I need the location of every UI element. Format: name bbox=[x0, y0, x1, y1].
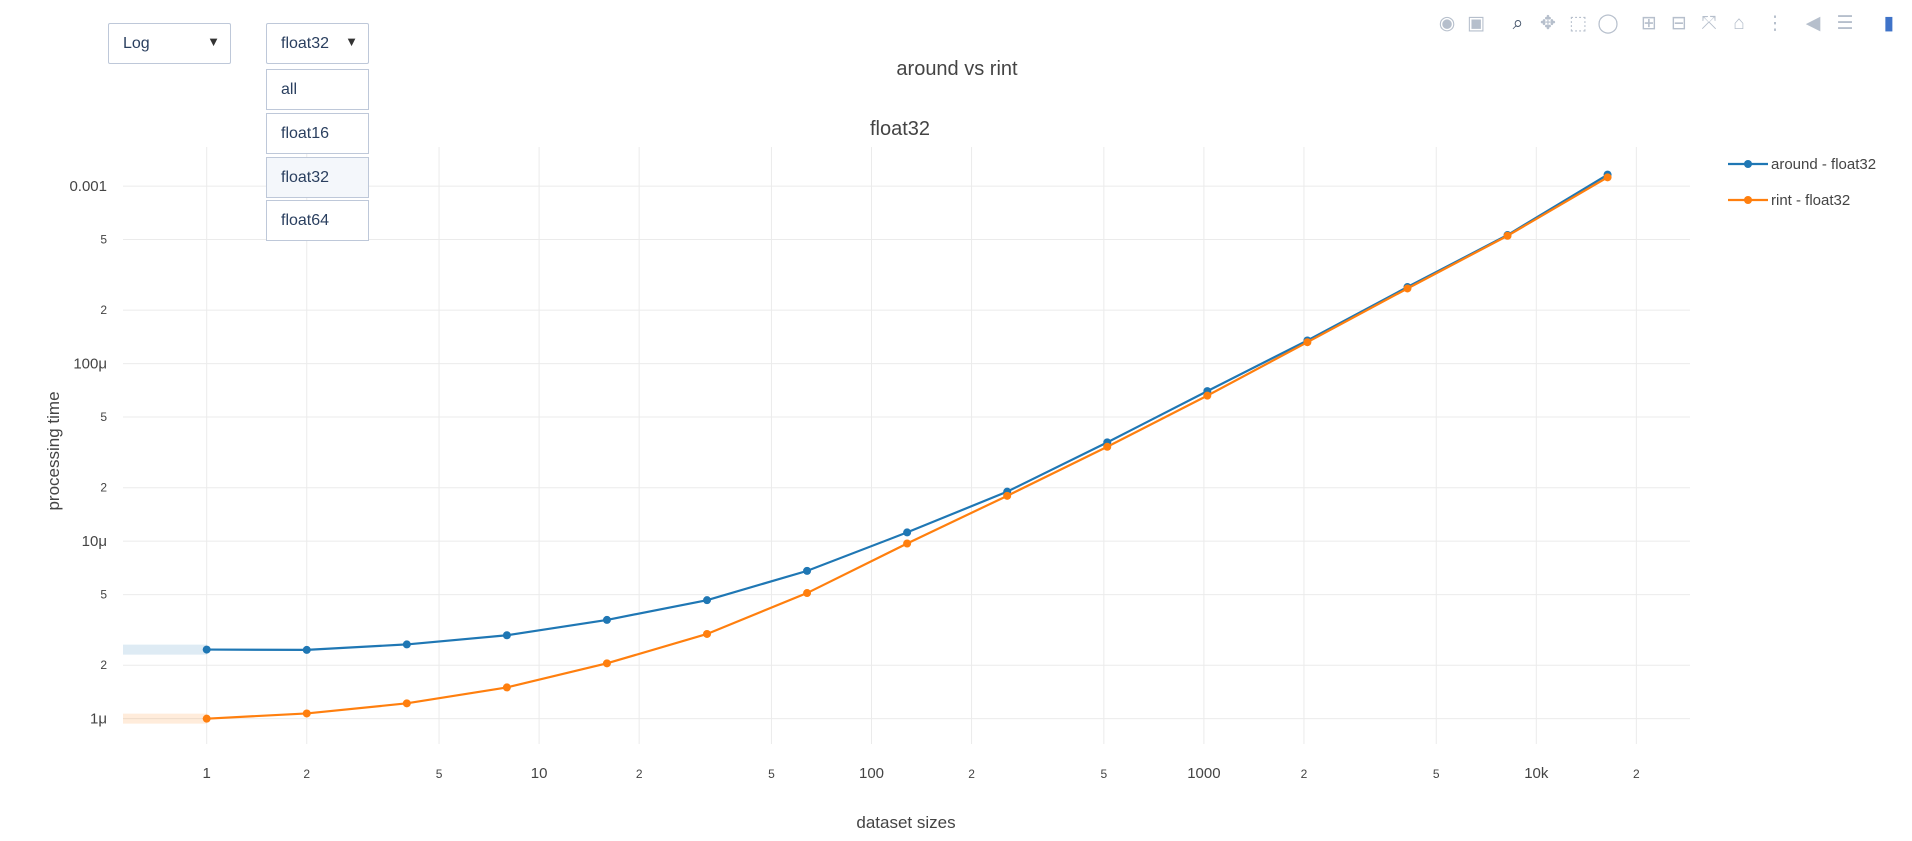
y-tick-label: 2 bbox=[100, 481, 107, 495]
tick-labels: 1 2 5 10 2 5 100 2 5 1000 2 5 10k 2 1μ 2 5 10μ 2 5 100μ 2 5 0.0… bbox=[69, 178, 1640, 782]
x-tick-label: 100 bbox=[859, 765, 884, 782]
series-line bbox=[206, 173, 1609, 651]
x-tick-label: 5 bbox=[768, 767, 775, 781]
series-point bbox=[903, 539, 912, 548]
lasso-icon[interactable]: ◯ bbox=[1597, 13, 1619, 34]
scale-dropdown-value: Log bbox=[123, 35, 150, 52]
chevron-down-icon: ▼ bbox=[207, 34, 220, 49]
hover-compare-icon[interactable]: ☰ bbox=[1836, 13, 1854, 34]
x-tick-label: 2 bbox=[1633, 767, 1640, 781]
series-point bbox=[302, 645, 311, 654]
series-point bbox=[602, 659, 611, 668]
legend[interactable]: around - float32 rint - float32 bbox=[1728, 156, 1876, 209]
autoscale-icon[interactable]: ⤧ bbox=[1701, 13, 1717, 34]
camera-icon[interactable]: ◉ bbox=[1438, 13, 1456, 34]
series-point bbox=[1203, 391, 1212, 400]
y-tick-label: 0.001 bbox=[69, 178, 107, 195]
x-tick-label: 10k bbox=[1524, 765, 1549, 782]
series-point bbox=[703, 629, 712, 638]
plotly-logo-icon[interactable]: ▮ bbox=[1883, 13, 1895, 34]
x-axis-label: dataset sizes bbox=[856, 813, 955, 832]
x-tick-label: 5 bbox=[436, 767, 443, 781]
series-point bbox=[1603, 173, 1612, 182]
zoom-out-icon[interactable]: ⊟ bbox=[1671, 13, 1687, 34]
y-tick-label: 10μ bbox=[82, 533, 107, 550]
x-tick-label: 2 bbox=[1301, 767, 1308, 781]
dtype-dropdown[interactable]: float32 ▼ bbox=[266, 23, 369, 64]
x-tick-label: 5 bbox=[1100, 767, 1107, 781]
series-point bbox=[302, 709, 311, 718]
series-point bbox=[1003, 491, 1012, 500]
y-tick-label: 5 bbox=[100, 233, 107, 247]
box-select-icon[interactable]: ⬚ bbox=[1569, 13, 1587, 34]
save-icon[interactable]: ▣ bbox=[1467, 13, 1485, 34]
series-point bbox=[1103, 442, 1112, 451]
dtype-option-float32[interactable]: float32 bbox=[266, 157, 369, 198]
reset-axes-icon[interactable]: ⌂ bbox=[1733, 13, 1745, 34]
spike-lines-icon[interactable]: ⋮ bbox=[1765, 13, 1785, 34]
y-tick-label: 5 bbox=[100, 410, 107, 424]
zoom-in-icon[interactable]: ⊞ bbox=[1641, 13, 1657, 34]
scale-dropdown[interactable]: Log ▼ bbox=[108, 23, 231, 64]
series-point bbox=[803, 589, 812, 598]
series-point bbox=[402, 640, 411, 649]
x-tick-label: 1 bbox=[203, 765, 211, 782]
x-tick-label: 2 bbox=[636, 767, 643, 781]
x-tick-label: 2 bbox=[968, 767, 975, 781]
grid bbox=[123, 147, 1690, 744]
series-point bbox=[803, 566, 812, 575]
dtype-dropdown-value: float32 bbox=[281, 35, 330, 52]
chart-subtitle: float32 bbox=[870, 118, 930, 140]
y-tick-label: 5 bbox=[100, 588, 107, 602]
series-point bbox=[1303, 338, 1312, 347]
series-line bbox=[206, 176, 1609, 720]
series-point bbox=[502, 631, 511, 640]
dtype-option-all[interactable]: all bbox=[266, 69, 369, 110]
series-point bbox=[703, 596, 712, 605]
dtype-option-float64[interactable]: float64 bbox=[266, 200, 369, 241]
series-point bbox=[402, 699, 411, 708]
zoom-icon[interactable]: ⌕ bbox=[1512, 13, 1524, 34]
pan-icon[interactable]: ✥ bbox=[1540, 13, 1556, 34]
series-point bbox=[602, 615, 611, 624]
chevron-down-icon: ▼ bbox=[345, 34, 358, 49]
x-tick-label: 2 bbox=[303, 767, 310, 781]
series-point bbox=[1503, 231, 1512, 240]
hover-closest-icon[interactable]: ◀ bbox=[1805, 13, 1821, 34]
series-point bbox=[202, 714, 211, 723]
dtype-option-float16[interactable]: float16 bbox=[266, 113, 369, 154]
legend-marker bbox=[1744, 196, 1752, 204]
series bbox=[123, 170, 1612, 724]
y-axis-label: processing time bbox=[44, 391, 63, 510]
series-point bbox=[202, 645, 211, 654]
y-tick-label: 100μ bbox=[73, 356, 107, 373]
y-tick-label: 2 bbox=[100, 658, 107, 672]
series-point bbox=[903, 528, 912, 537]
legend-label: rint - float32 bbox=[1771, 192, 1850, 209]
y-tick-label: 2 bbox=[100, 303, 107, 317]
series-point bbox=[1403, 284, 1412, 293]
legend-label: around - float32 bbox=[1771, 156, 1876, 173]
chart-title: around vs rint bbox=[896, 58, 1018, 80]
x-tick-label: 5 bbox=[1433, 767, 1440, 781]
series-point bbox=[502, 683, 511, 692]
legend-marker bbox=[1744, 160, 1752, 168]
x-tick-label: 10 bbox=[531, 765, 548, 782]
y-tick-label: 1μ bbox=[90, 711, 107, 728]
x-tick-label: 1000 bbox=[1187, 765, 1220, 782]
